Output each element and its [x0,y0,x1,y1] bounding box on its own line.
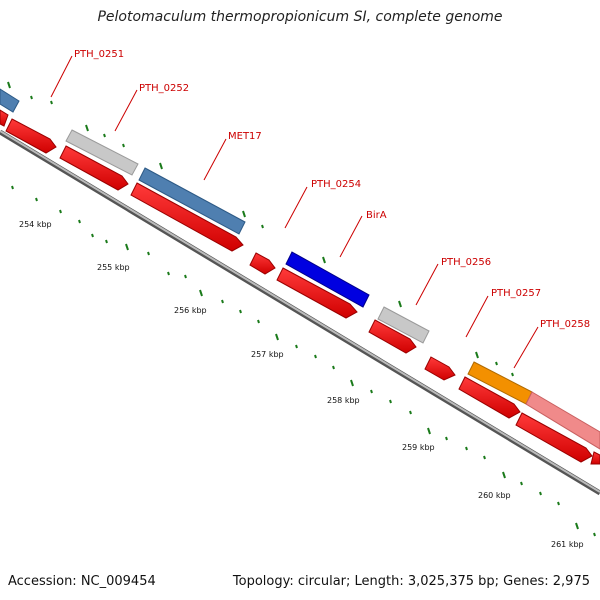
cds-arrow[interactable] [276,267,358,319]
gene-label[interactable]: BirA [366,210,387,221]
feature-pth-0252[interactable] [65,129,139,176]
gene-label[interactable]: PTH_0254 [311,179,361,190]
cds-arrow[interactable] [458,376,521,419]
gene-label[interactable]: PTH_0251 [74,49,124,60]
gene-label[interactable]: MET17 [228,131,262,142]
genome-title: Pelotomaculum thermopropionicum SI, comp… [97,9,503,25]
ruler-label: 254 kbp [19,220,52,229]
feature-pth-0258[interactable] [525,391,600,450]
feature-track [0,88,600,450]
ruler-label: 258 kbp [327,396,360,405]
feature-pth-0251[interactable] [0,88,20,113]
ruler-label: 256 kbp [174,306,207,315]
ruler-label: 260 kbp [478,491,511,500]
gene-label[interactable]: PTH_0258 [540,319,590,330]
feature-bira[interactable] [285,251,370,308]
genome-summary-text: Topology: circular; Length: 3,025,375 bp… [232,574,590,589]
cds-arrow[interactable] [424,356,456,381]
ruler-label: 259 kbp [402,443,435,452]
cds-arrow[interactable] [515,412,593,463]
gene-label[interactable]: PTH_0252 [139,83,189,94]
cds-arrow[interactable] [368,319,417,354]
cds-track [0,109,600,465]
cds-arrow[interactable] [590,451,600,465]
feature-met17[interactable] [138,167,246,235]
ruler-label: 257 kbp [251,350,284,359]
cds-arrow[interactable] [249,252,276,275]
ruler-labels: 254 kbp 255 kbp 256 kbp 257 kbp 258 kbp … [19,220,584,549]
gene-label[interactable]: PTH_0257 [491,288,541,299]
gene-labels: PTH_0251 PTH_0252 MET17 PTH_0254 BirA PT… [74,49,590,330]
backbone [0,129,600,496]
accession-text: Accession: NC_009454 [8,574,156,589]
ruler-label: 261 kbp [551,540,584,549]
gene-label[interactable]: PTH_0256 [441,257,491,268]
cds-arrow[interactable] [130,182,244,252]
cds-arrow[interactable] [0,109,9,127]
cds-arrow[interactable] [59,145,129,191]
label-callouts [50,55,539,369]
feature-pth-0256[interactable] [377,306,430,344]
cds-arrow[interactable] [5,118,57,154]
tick-marks [7,81,596,537]
ruler-label: 255 kbp [97,263,130,272]
